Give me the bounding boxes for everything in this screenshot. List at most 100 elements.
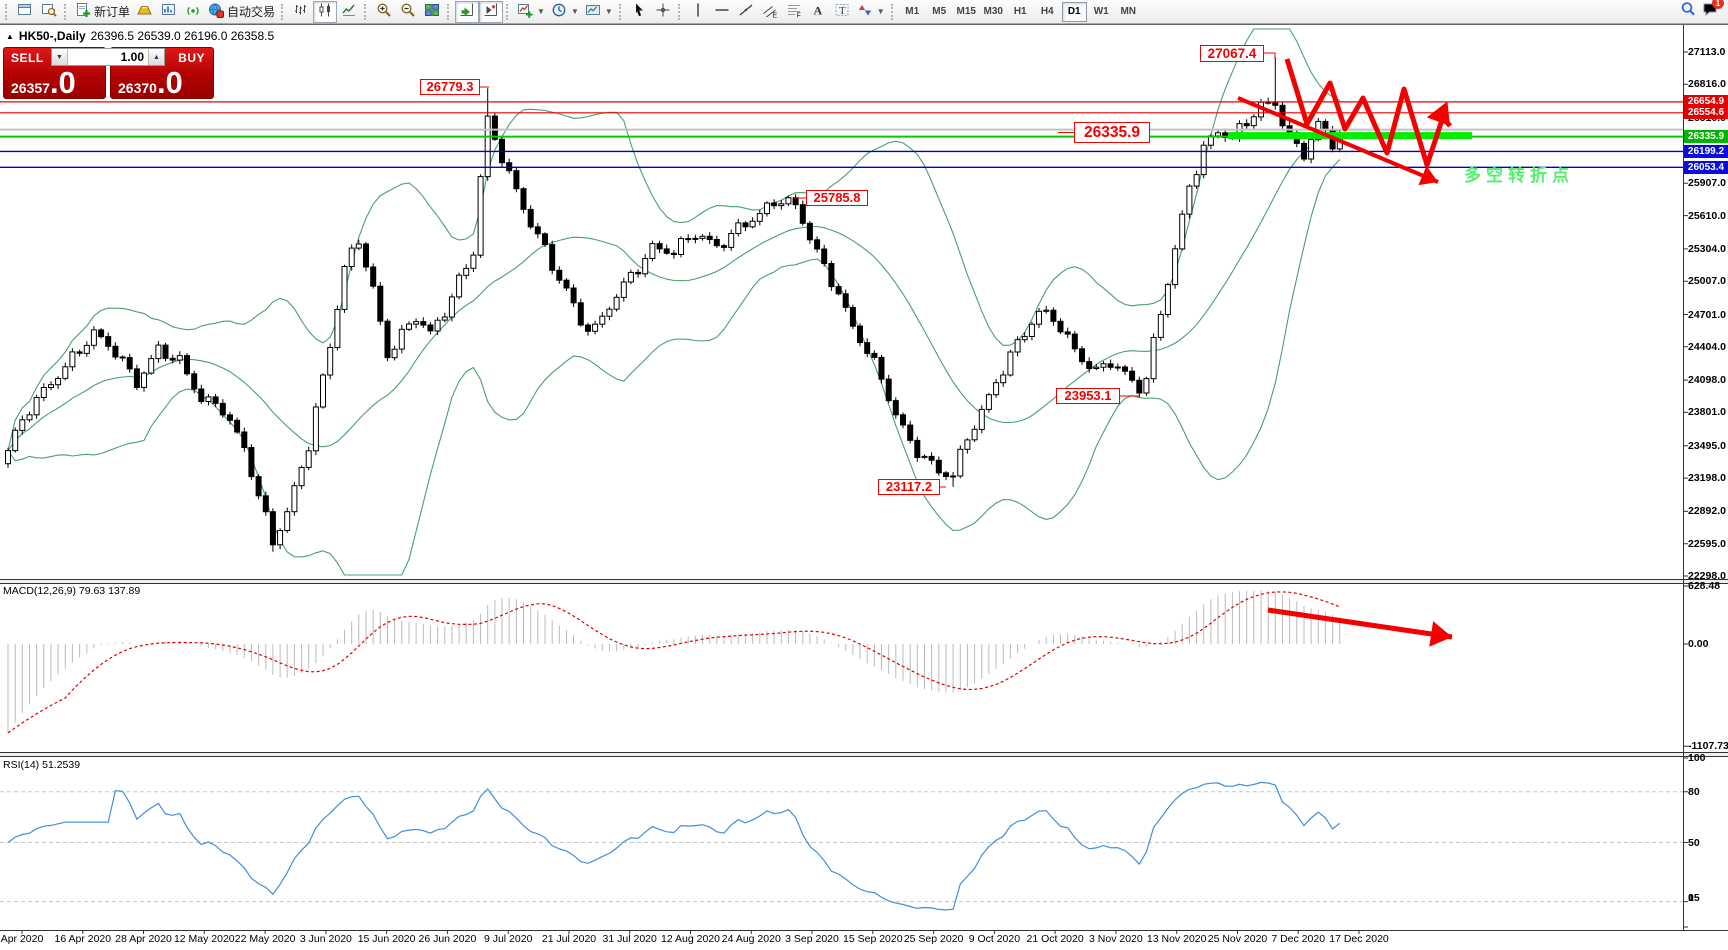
chart-shift-button[interactable]: [479, 0, 504, 23]
market-history-button[interactable]: [157, 1, 181, 23]
timeframe-h1-button[interactable]: H1: [1013, 6, 1027, 17]
cursor-button[interactable]: [627, 1, 651, 23]
chat-icon[interactable]: 1: [1702, 0, 1724, 22]
chart-price-label[interactable]: 26779.3: [420, 79, 480, 95]
text-label-button[interactable]: T: [830, 1, 854, 23]
toolbar-group-handle[interactable]: [364, 3, 369, 20]
search-icon[interactable]: [1680, 1, 1696, 22]
horizontal-line-button[interactable]: [710, 1, 734, 23]
timeframe-m1-button[interactable]: M1: [905, 6, 920, 17]
text-a-icon: A: [810, 2, 826, 21]
zoom-in-button[interactable]: [372, 1, 396, 23]
crosshair-button[interactable]: [651, 1, 675, 23]
shapes-button[interactable]: ▼: [854, 1, 888, 23]
auto-scroll-button[interactable]: [455, 0, 480, 23]
price-tick-label: 27113.0: [1688, 46, 1726, 58]
chart-price-label[interactable]: 25785.8: [806, 190, 868, 206]
toolbar-group-handle[interactable]: [890, 3, 896, 20]
toolbar-group-handle[interactable]: [506, 3, 511, 20]
sell-price: 26357 .0: [11, 65, 76, 101]
toolbar-group-handle[interactable]: [447, 3, 452, 20]
one-click-trading-panel: SELL 26357 .0 BUY 26370 .0 ▼ 1.00 ▲: [3, 47, 214, 99]
price-tick-label: 25007.0: [1688, 275, 1726, 288]
toolbar-group-handle[interactable]: [64, 3, 69, 20]
chart-price-label[interactable]: 27067.4: [1200, 45, 1264, 62]
rsi-scale-label: 0: [1688, 892, 1694, 904]
dropdown-arrow-icon[interactable]: ▼: [570, 7, 579, 16]
dropdown-arrow-icon[interactable]: ▼: [537, 7, 545, 16]
chart-region[interactable]: ▲ HK50-,Daily 26396.5 26539.0 26196.0 26…: [0, 24, 1728, 950]
buy-price-main: 26370: [118, 80, 157, 97]
macd-down-arrow[interactable]: [1267, 607, 1453, 640]
periods-clock-icon: [551, 2, 567, 21]
timeframe-m15-button[interactable]: M15: [956, 6, 976, 17]
rsi-scale-label: 50: [1688, 836, 1700, 849]
chart-price-label[interactable]: 23117.2: [878, 479, 940, 495]
sell-price-big: .0: [49, 65, 76, 101]
descending-trendline-arrow[interactable]: [1237, 96, 1439, 184]
toolbar-group-handle[interactable]: [281, 3, 286, 20]
date-tick-label: 9 Jul 2020: [483, 933, 533, 945]
timeframe-d1-button[interactable]: D1: [1061, 1, 1087, 22]
volume-decrease-button[interactable]: ▼: [52, 49, 68, 65]
price-line-badge: 26654.9: [1684, 95, 1728, 109]
ingot-icon: [137, 2, 153, 21]
fibonacci-button[interactable]: F: [782, 1, 806, 23]
candlestick-icon: [317, 2, 333, 21]
timeframe-w1-button[interactable]: W1: [1093, 6, 1109, 17]
tile-windows-button[interactable]: [420, 1, 444, 23]
line-chart-button[interactable]: [337, 1, 361, 23]
dropdown-arrow-icon[interactable]: ▼: [604, 7, 613, 16]
new-chart-button[interactable]: [13, 1, 37, 23]
chart-price-label[interactable]: 26335.9: [1074, 122, 1150, 143]
rsi-scale-label: 100: [1688, 752, 1706, 764]
price-tick-label: 24404.0: [1688, 340, 1726, 353]
macd-scale-label: 0.00: [1688, 638, 1709, 650]
vertical-line-button[interactable]: [686, 1, 710, 23]
new-order-label: 新订单: [94, 5, 131, 19]
autotrading-icon: [208, 2, 225, 21]
equidistant-channel-button[interactable]: E: [758, 1, 782, 23]
buy-button[interactable]: BUY: [178, 51, 205, 65]
sell-button[interactable]: SELL: [11, 51, 44, 65]
macd-scale-label: 628.48: [1688, 580, 1721, 592]
timeframe-m5-button[interactable]: M5: [932, 6, 947, 17]
price-tick-label: 23495.0: [1688, 439, 1726, 452]
dropdown-arrow-icon[interactable]: ▼: [876, 7, 885, 16]
ingot-button[interactable]: [133, 1, 157, 23]
toolbar-group-handle[interactable]: [618, 3, 624, 20]
volume-input[interactable]: 1.00: [68, 49, 148, 65]
zoom-out-button[interactable]: [396, 1, 420, 23]
timeframe-m30-button[interactable]: M30: [983, 6, 1003, 17]
profiles-button[interactable]: [37, 1, 61, 23]
date-tick-label: 22 May 2020: [234, 933, 296, 945]
signal-button[interactable]: [181, 1, 205, 23]
trendline-button[interactable]: [734, 1, 758, 23]
periods-clock-button[interactable]: ▼: [548, 1, 582, 23]
text-a-button[interactable]: A: [806, 1, 830, 23]
autotrading-button[interactable]: 自动交易: [205, 1, 278, 23]
chart-symbol-period: HK50-,Daily: [18, 29, 86, 43]
price-tick-label: 22892.0: [1688, 505, 1726, 518]
volume-spinner: ▼ 1.00 ▲: [51, 48, 165, 66]
zigzag-wave-arrow[interactable]: [1284, 58, 1452, 168]
price-tick-label: 24098.0: [1688, 374, 1726, 387]
toolbar-group-handle[interactable]: [5, 3, 10, 20]
panel-splitter-rsi[interactable]: [0, 752, 1728, 757]
price-tick-label: 26816.0: [1688, 78, 1726, 91]
templates-button[interactable]: ▼: [582, 1, 616, 23]
descending-trendline-arrow-head: [1418, 165, 1438, 186]
bar-chart-button[interactable]: [289, 1, 313, 23]
date-tick-label: 26 Jun 2020: [418, 933, 477, 945]
indicators-button[interactable]: ▼: [514, 1, 548, 23]
timeframe-h4-button[interactable]: H4: [1040, 6, 1054, 17]
panel-splitter-macd[interactable]: [0, 579, 1728, 584]
chart-price-label[interactable]: 23953.1: [1056, 388, 1120, 404]
auto-scroll-icon: [459, 2, 475, 21]
timeframe-mn-button[interactable]: MN: [1120, 6, 1136, 17]
toolbar-group-handle[interactable]: [677, 3, 683, 20]
volume-increase-button[interactable]: ▲: [148, 49, 164, 65]
new-order-button[interactable]: 新订单: [72, 1, 133, 23]
candlestick-button[interactable]: [313, 0, 338, 23]
